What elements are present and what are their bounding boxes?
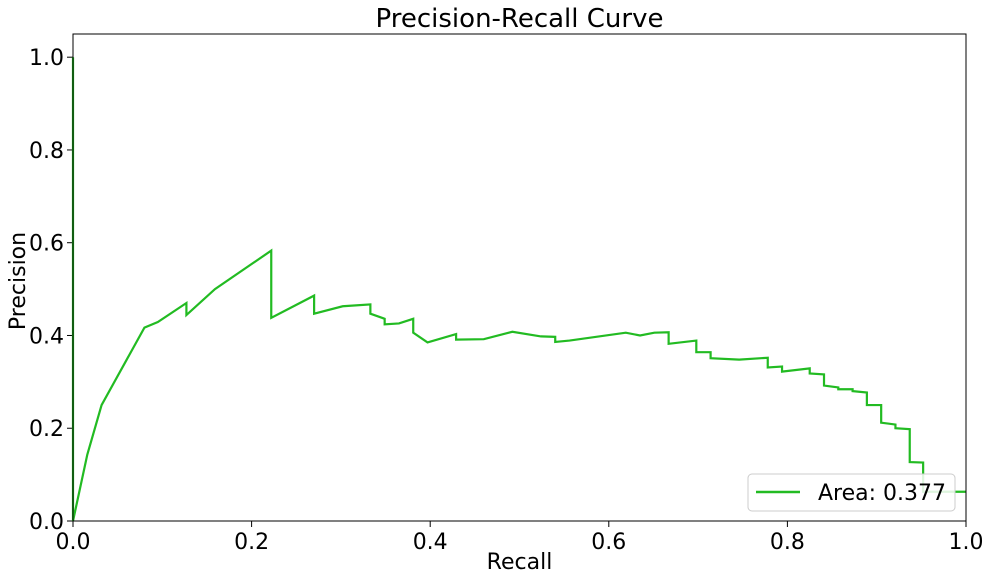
x-tick-label: 0.4 [413, 530, 448, 555]
plot-frame [72, 33, 967, 522]
legend: Area: 0.377 [747, 473, 956, 512]
chart-title: Precision-Recall Curve [376, 4, 664, 34]
y-tick-label: 0.4 [29, 324, 64, 349]
x-axis-label: Recall [487, 550, 553, 575]
y-tick-label: 0.0 [29, 510, 64, 535]
y-axis-label: Precision [6, 232, 31, 330]
x-tick-label: 0.6 [591, 530, 626, 555]
x-tick-label: 1.0 [949, 530, 984, 555]
legend-entry-label: Area: 0.377 [818, 481, 946, 506]
y-tick-label: 1.0 [29, 46, 64, 71]
y-tick-label: 0.2 [29, 417, 64, 442]
x-tick-label: 0.0 [56, 530, 91, 555]
y-tick-label: 0.8 [29, 139, 64, 164]
legend-box [747, 473, 956, 512]
y-tick-label: 0.6 [29, 232, 64, 257]
x-tick-label: 0.2 [234, 530, 269, 555]
x-tick-label: 0.8 [770, 530, 805, 555]
pr-curve-line [71, 57, 966, 522]
